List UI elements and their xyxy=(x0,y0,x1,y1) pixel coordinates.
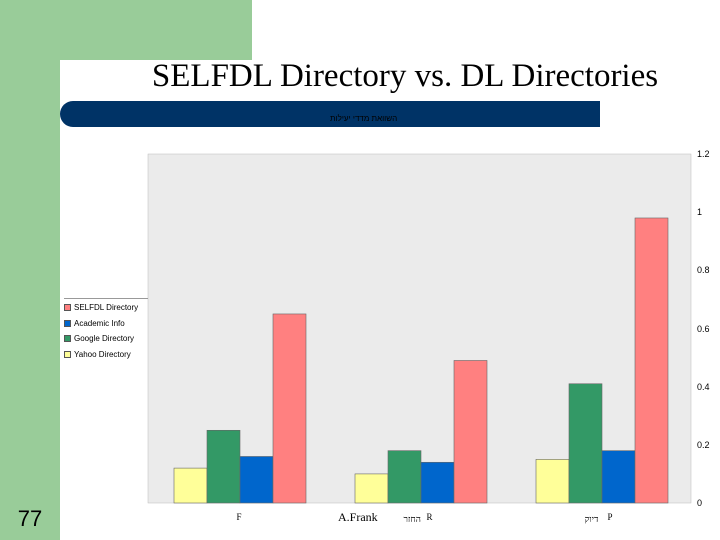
y-tick-label: 0.4 xyxy=(697,381,710,392)
bar-google-directory-p xyxy=(568,383,603,504)
bar-google-directory-f xyxy=(206,429,241,504)
bar-academic-info-f xyxy=(239,456,274,504)
category-hebrew-label: דיוק xyxy=(584,514,599,524)
top-decor-block xyxy=(60,0,252,60)
category-label: R xyxy=(426,512,433,522)
legend-label: Academic Info xyxy=(74,318,125,328)
bar-selfdl-directory-p xyxy=(634,217,669,504)
y-tick-label: 0.6 xyxy=(697,323,710,334)
bar-google-directory-r xyxy=(387,450,422,504)
chart-title: השוואת מדדי יעילות xyxy=(330,114,398,123)
legend-label: Google Directory xyxy=(74,334,135,344)
bar-academic-info-r xyxy=(420,461,455,504)
legend-rule xyxy=(64,298,148,299)
slide-title: SELFDL Directory vs. DL Directories xyxy=(151,58,659,94)
legend-item: Yahoo Directory xyxy=(64,347,148,363)
title-bar xyxy=(60,101,600,127)
footer-author: A.Frank xyxy=(338,510,378,524)
y-tick-label: 0.8 xyxy=(697,265,710,276)
slide-number: 77 xyxy=(17,506,43,531)
legend-label: SELFDL Directory xyxy=(74,303,139,313)
y-tick-label: 1 xyxy=(697,207,703,218)
legend-swatch-academic xyxy=(64,319,71,327)
bar-selfdl-directory-f xyxy=(272,313,307,504)
bar-yahoo-directory-p xyxy=(535,459,570,504)
legend-swatch-google xyxy=(64,335,71,343)
category-hebrew-label: החזר xyxy=(403,514,421,524)
left-decor-band xyxy=(0,0,60,540)
bar-yahoo-directory-r xyxy=(354,473,389,504)
legend-item: SELFDL Directory xyxy=(64,300,148,316)
bar-selfdl-directory-r xyxy=(453,360,488,504)
bar-yahoo-directory-f xyxy=(173,467,208,504)
y-tick-label: 0.2 xyxy=(697,439,710,450)
y-tick-label: 1.2 xyxy=(697,149,710,159)
y-tick-label: 0 xyxy=(697,498,703,508)
legend-item: Academic Info xyxy=(64,316,148,332)
legend-label: Yahoo Directory xyxy=(74,349,131,359)
bar-academic-info-p xyxy=(601,450,636,504)
legend-swatch-selfdl xyxy=(64,304,71,312)
legend-swatch-yahoo xyxy=(64,350,71,358)
chart-legend: SELFDL Directory Academic Info Google Di… xyxy=(64,298,148,362)
category-label: P xyxy=(607,512,613,522)
category-label: F xyxy=(236,512,242,522)
legend-item: Google Directory xyxy=(64,331,148,347)
